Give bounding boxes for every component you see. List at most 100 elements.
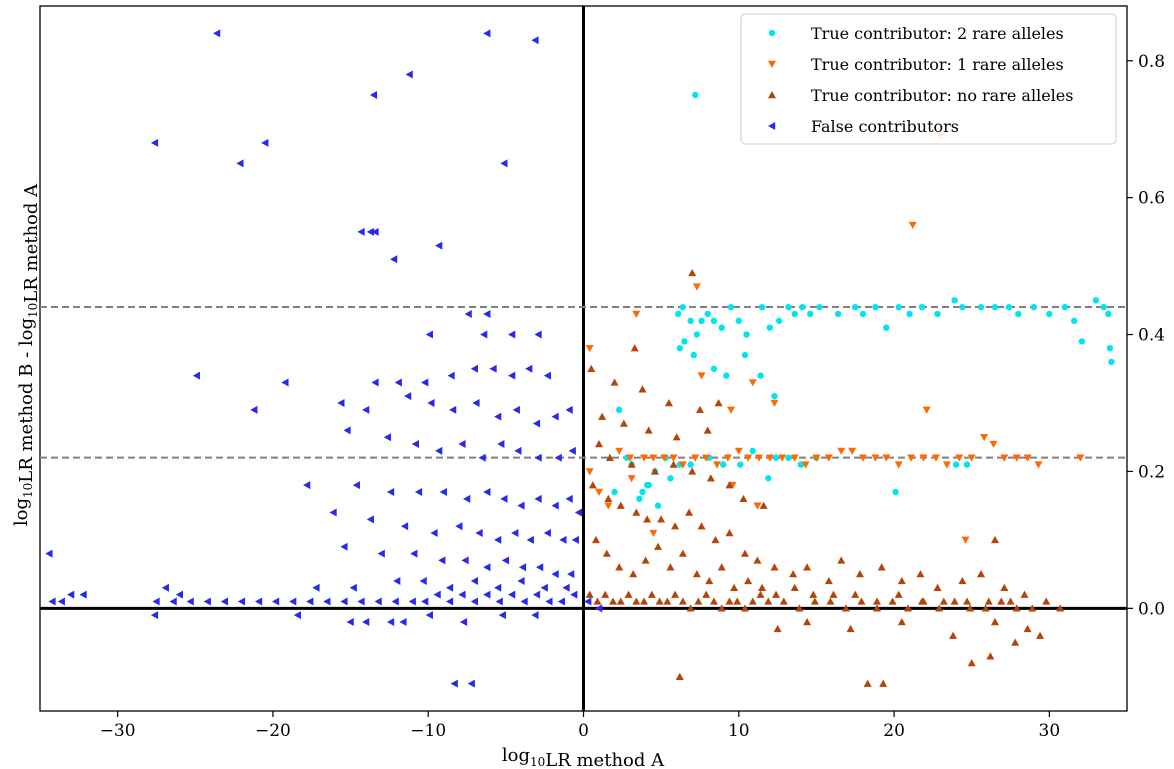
data-point: [568, 446, 576, 455]
series-3: [45, 29, 603, 688]
data-point: [391, 597, 399, 606]
x-tick-label: 10: [728, 721, 750, 741]
data-point: [467, 679, 475, 688]
data-point: [872, 597, 881, 605]
data-point: [758, 583, 767, 591]
data-point: [616, 501, 625, 509]
data-point: [894, 590, 903, 598]
data-point: [293, 611, 301, 620]
data-point: [598, 412, 607, 420]
data-point: [931, 454, 940, 462]
data-point: [626, 454, 635, 462]
data-point: [698, 317, 705, 325]
data-point: [643, 515, 652, 523]
data-point: [919, 454, 928, 462]
data-point: [676, 345, 683, 352]
legend-marker: [768, 122, 776, 130]
data-point: [615, 447, 624, 455]
data-point: [352, 481, 360, 490]
data-point: [261, 138, 269, 147]
data-point: [604, 494, 613, 503]
data-point: [511, 529, 519, 538]
data-point: [480, 330, 488, 339]
data-point: [303, 481, 311, 490]
data-point: [551, 570, 559, 579]
data-point: [717, 604, 726, 612]
data-point: [534, 453, 542, 462]
data-point: [340, 542, 348, 551]
data-point: [175, 590, 183, 599]
data-point: [725, 529, 734, 537]
data-point: [483, 29, 491, 38]
data-point: [400, 522, 409, 531]
data-point: [713, 461, 722, 469]
data-point: [340, 597, 348, 606]
data-point: [421, 597, 429, 606]
data-point: [562, 583, 570, 592]
data-point: [192, 371, 201, 380]
data-point: [826, 597, 835, 605]
data-point: [449, 405, 457, 414]
data-point: [532, 419, 541, 428]
data-point: [647, 590, 656, 598]
data-point: [489, 364, 497, 373]
data-point: [445, 597, 454, 606]
data-point: [450, 679, 458, 688]
data-point: [675, 310, 682, 318]
data-point: [687, 461, 694, 468]
data-point: [981, 604, 990, 612]
data-point: [837, 447, 846, 455]
data-point: [585, 468, 594, 476]
data-point: [697, 522, 706, 530]
data-point: [810, 597, 819, 605]
data-point: [1071, 317, 1078, 325]
data-point: [536, 563, 544, 572]
data-point: [1011, 638, 1020, 646]
data-point: [980, 434, 989, 442]
data-point: [803, 563, 812, 571]
data-point: [801, 461, 810, 469]
data-point: [660, 454, 669, 462]
data-point: [362, 405, 370, 414]
data-point: [605, 453, 614, 461]
data-point: [705, 576, 714, 585]
data-point: [955, 454, 964, 462]
data-point: [425, 330, 433, 339]
data-point: [570, 590, 578, 599]
data-point: [425, 611, 433, 620]
y-axis-label: log10LR method B - log10LR method A: [11, 183, 42, 526]
data-point: [475, 529, 483, 538]
data-point: [435, 446, 443, 455]
data-point: [984, 597, 993, 605]
data-point: [508, 330, 516, 339]
data-point: [834, 310, 842, 318]
data-point: [816, 303, 823, 311]
data-point: [663, 597, 672, 605]
data-point: [897, 576, 906, 585]
data-point: [791, 310, 798, 318]
data-point: [1000, 454, 1009, 462]
data-point: [824, 454, 833, 462]
legend-marker: [768, 60, 776, 68]
data-point: [882, 454, 891, 462]
data-point: [649, 454, 658, 462]
data-point: [470, 364, 478, 373]
data-point: [863, 679, 872, 687]
data-point: [951, 297, 958, 304]
data-point: [664, 398, 673, 407]
data-point: [525, 364, 533, 373]
data-point: [501, 556, 510, 565]
data-point: [809, 590, 818, 598]
legend-label: True contributor: 1 rare alleles: [811, 55, 1064, 74]
data-point: [591, 535, 600, 544]
data-point: [585, 345, 594, 353]
data-point: [390, 255, 398, 264]
data-point: [551, 412, 559, 421]
y-tick-label: 0.0: [1138, 599, 1165, 619]
data-point: [688, 268, 697, 277]
data-point: [414, 487, 423, 496]
data-point: [735, 317, 742, 325]
data-point: [545, 597, 553, 606]
data-point: [654, 542, 663, 550]
data-point: [739, 494, 748, 503]
